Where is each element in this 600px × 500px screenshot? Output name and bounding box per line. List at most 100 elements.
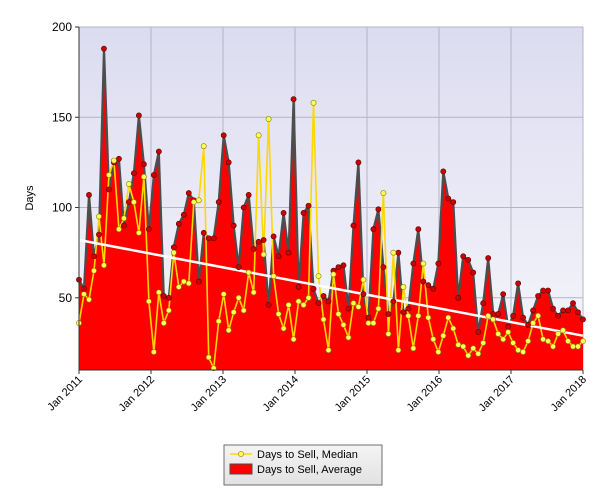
average-point <box>455 294 462 301</box>
median-point <box>330 271 337 278</box>
average-point <box>395 249 402 256</box>
x-tick-label: Jan 2011 <box>45 374 85 414</box>
average-point <box>215 199 222 206</box>
median-point <box>140 173 147 180</box>
median-point <box>390 249 397 256</box>
median-point <box>555 330 561 337</box>
median-point <box>345 334 352 341</box>
average-point <box>555 312 561 319</box>
median-point <box>170 249 177 256</box>
average-point <box>290 96 297 103</box>
median-point <box>300 302 307 308</box>
median-point <box>290 336 297 343</box>
median-point <box>560 327 566 334</box>
average-point <box>495 311 502 317</box>
median-point <box>510 340 517 346</box>
median-point <box>530 320 536 326</box>
average-point <box>240 204 247 211</box>
average-point <box>435 260 442 267</box>
median-point <box>135 229 142 236</box>
average-point <box>121 222 127 229</box>
median-point <box>440 332 447 339</box>
median-point <box>430 336 437 343</box>
average-point <box>101 45 107 52</box>
average-point <box>560 307 566 314</box>
median-point <box>445 314 452 321</box>
average-point <box>275 253 282 260</box>
median-point <box>195 197 202 204</box>
average-point <box>116 155 122 162</box>
average-point <box>210 235 217 242</box>
average-point <box>500 291 507 298</box>
average-point <box>145 226 152 233</box>
median-point <box>500 336 507 343</box>
median-point <box>335 311 342 317</box>
average-point <box>160 293 167 299</box>
median-point <box>275 311 282 317</box>
median-point <box>400 284 407 290</box>
average-point <box>390 298 397 305</box>
median-point <box>515 347 522 354</box>
average-point <box>430 285 437 292</box>
average-point <box>185 190 192 196</box>
average-point <box>150 172 157 178</box>
median-point <box>350 300 357 307</box>
median-point <box>415 312 422 319</box>
average-point <box>365 314 372 321</box>
median-point <box>520 349 527 355</box>
average-point <box>360 291 367 298</box>
y-tick-label: 200 <box>52 20 72 34</box>
median-point <box>205 354 212 361</box>
median-point <box>155 289 162 296</box>
average-point <box>140 161 147 168</box>
average-point <box>355 159 362 166</box>
average-point <box>320 293 327 299</box>
average-point <box>410 260 417 267</box>
average-point <box>450 199 457 206</box>
average-point <box>335 264 342 270</box>
median-point <box>465 352 472 359</box>
median-point <box>320 316 327 323</box>
average-point <box>155 148 162 155</box>
median-point <box>101 262 107 269</box>
median-point <box>240 307 247 314</box>
average-point <box>370 226 377 233</box>
average-point <box>315 300 322 307</box>
median-point <box>285 302 292 308</box>
median-point <box>380 190 387 196</box>
x-tick-label: Jan 2013 <box>189 374 229 414</box>
average-point <box>260 237 267 243</box>
median-point <box>385 330 392 337</box>
average-point <box>300 210 307 216</box>
median-point <box>370 320 377 326</box>
average-point <box>420 278 427 285</box>
median-point <box>160 320 167 326</box>
x-tick-label: Jan 2017 <box>477 374 517 414</box>
median-point <box>145 298 152 305</box>
average-point <box>460 253 467 260</box>
average-point <box>170 244 177 251</box>
median-point <box>340 321 347 328</box>
y-tick-label: 100 <box>52 201 72 215</box>
median-point <box>91 267 97 274</box>
average-point <box>96 231 102 238</box>
median-point <box>225 327 232 334</box>
average-point <box>575 309 581 316</box>
average-point <box>565 307 571 314</box>
average-point <box>91 253 97 260</box>
average-point <box>195 278 202 285</box>
median-point <box>235 294 242 301</box>
median-point <box>280 325 287 332</box>
median-point <box>185 280 192 287</box>
median-point <box>410 345 417 352</box>
median-point <box>495 330 502 337</box>
average-point <box>245 191 252 198</box>
median-point <box>450 325 457 332</box>
average-point <box>580 316 586 323</box>
median-point <box>455 341 462 348</box>
x-tick-label: Jan 2015 <box>333 374 373 414</box>
average-point <box>200 229 207 236</box>
average-point <box>400 309 407 316</box>
median-point <box>435 349 442 355</box>
